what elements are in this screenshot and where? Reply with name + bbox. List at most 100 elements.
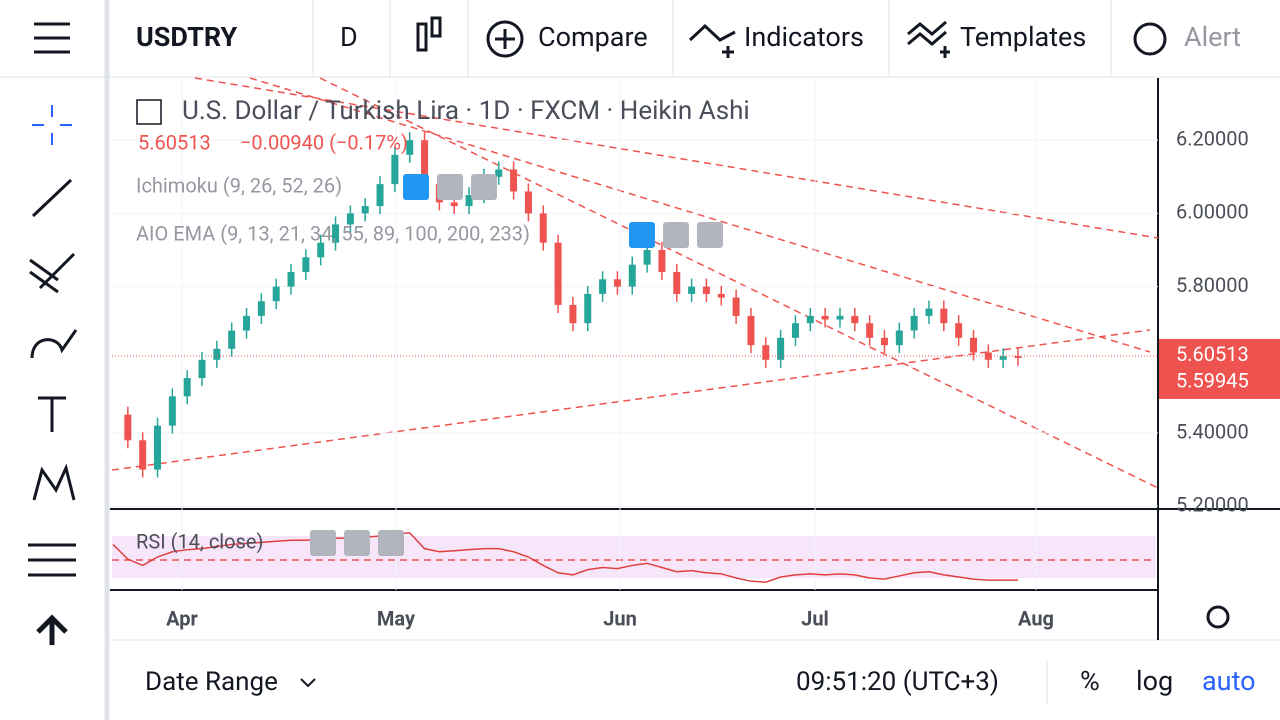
settings-icon[interactable] <box>1206 605 1230 629</box>
candle <box>821 315 829 320</box>
crosshair-tool[interactable] <box>32 105 72 145</box>
compare-button[interactable]: Compare <box>538 21 648 53</box>
candle <box>777 337 785 360</box>
log-toggle[interactable]: log <box>1136 665 1173 697</box>
fib-tool[interactable] <box>29 252 76 294</box>
candle <box>183 378 191 397</box>
y-tick-label: 5.40000 <box>1176 419 1249 443</box>
candle <box>465 195 473 207</box>
drawing-tools <box>28 105 78 645</box>
candle <box>346 213 354 225</box>
candle <box>747 315 755 346</box>
candle <box>955 323 963 338</box>
study-settings[interactable] <box>344 530 370 556</box>
candle <box>213 348 221 360</box>
trend-lines <box>111 77 1159 561</box>
date-range-button[interactable]: Date Range <box>145 667 278 697</box>
remove-study[interactable] <box>697 222 723 248</box>
y-tick-label: 5.80000 <box>1176 273 1249 297</box>
candle <box>628 264 636 287</box>
candle <box>717 293 725 298</box>
candle <box>554 242 562 305</box>
candle <box>658 250 666 272</box>
candle <box>643 250 651 265</box>
candle <box>421 140 429 185</box>
candle <box>836 315 844 320</box>
candle <box>851 315 859 324</box>
candle <box>569 304 577 324</box>
candle <box>673 271 681 294</box>
indicators-icon[interactable] <box>688 23 736 58</box>
study-legend: RSI (14, close) <box>136 529 263 553</box>
trendline-tool[interactable] <box>31 178 73 218</box>
candle <box>584 293 592 324</box>
candle <box>732 297 740 316</box>
study-legend: AIO EMA (9, 13, 21, 34, 55, 89, 100, 200… <box>136 221 530 245</box>
price-label: 5.60513 <box>1176 342 1249 366</box>
brush-tool[interactable] <box>30 329 78 359</box>
candle <box>376 184 384 207</box>
study-settings[interactable] <box>437 174 463 200</box>
symbol[interactable]: USDTRY <box>136 21 237 53</box>
templates-button[interactable]: Templates <box>960 21 1086 53</box>
candle <box>495 169 503 177</box>
candle <box>688 286 696 294</box>
candle <box>925 308 933 316</box>
x-tick-label: Aug <box>1018 606 1054 630</box>
candle <box>895 330 903 346</box>
study-settings[interactable] <box>663 222 689 248</box>
study-legend: Ichimoku (9, 26, 52, 26) <box>136 173 342 197</box>
compare-icon[interactable] <box>486 20 524 58</box>
candle <box>940 308 948 324</box>
candle <box>154 425 162 470</box>
price-label-bg <box>1159 364 1280 399</box>
candle <box>762 345 770 360</box>
pattern-tool[interactable] <box>32 463 76 501</box>
remove-study[interactable] <box>378 530 404 556</box>
candle <box>539 213 547 243</box>
percent-toggle[interactable]: % <box>1080 665 1100 697</box>
candle <box>124 414 132 441</box>
candle <box>317 242 325 258</box>
measure-tool[interactable] <box>28 543 76 577</box>
x-tick-label: May <box>377 606 416 630</box>
text-tool[interactable] <box>38 396 66 432</box>
alert-button[interactable]: Alert <box>1184 21 1241 53</box>
candle <box>287 271 295 287</box>
interval[interactable]: D <box>340 21 358 53</box>
hide-study[interactable] <box>629 222 655 248</box>
legend-interval: 1D <box>479 96 511 126</box>
x-tick-label: Jun <box>603 606 637 630</box>
candle <box>272 286 280 302</box>
scroll-up[interactable] <box>36 614 68 645</box>
y-tick-label: 6.20000 <box>1176 126 1249 150</box>
remove-study[interactable] <box>471 174 497 200</box>
compare-icon[interactable] <box>495 29 515 49</box>
candle <box>866 323 874 338</box>
chart-type-icon[interactable] <box>416 16 442 52</box>
candle <box>332 224 340 243</box>
clock: 09:51:20 (UTC+3) <box>796 667 999 697</box>
auto-toggle[interactable]: auto <box>1202 665 1256 697</box>
hide-study[interactable] <box>310 530 336 556</box>
x-tick-label: Jul <box>801 606 829 630</box>
legend-style: Heikin Ashi <box>620 96 750 126</box>
candle <box>391 154 399 185</box>
symbol-name: U.S. Dollar / Turkish Lira <box>182 96 459 126</box>
y-tick-label: 5.20000 <box>1176 492 1249 516</box>
candle <box>198 359 206 379</box>
menu-icon[interactable] <box>34 22 70 54</box>
alert-icon[interactable] <box>1133 22 1167 56</box>
candle <box>243 315 251 331</box>
templates-icon[interactable] <box>907 20 950 58</box>
indicators-button[interactable]: Indicators <box>744 21 864 53</box>
hide-study[interactable] <box>403 174 429 200</box>
dropdown-icon[interactable] <box>300 678 316 688</box>
candle <box>880 337 888 346</box>
candle <box>406 140 414 155</box>
top-bar <box>0 0 1280 77</box>
candle <box>450 202 458 207</box>
legend-name: U.S. Dollar / Turkish Lira · 1D · FXCM ·… <box>182 96 750 126</box>
collapse-legend[interactable] <box>136 99 162 125</box>
